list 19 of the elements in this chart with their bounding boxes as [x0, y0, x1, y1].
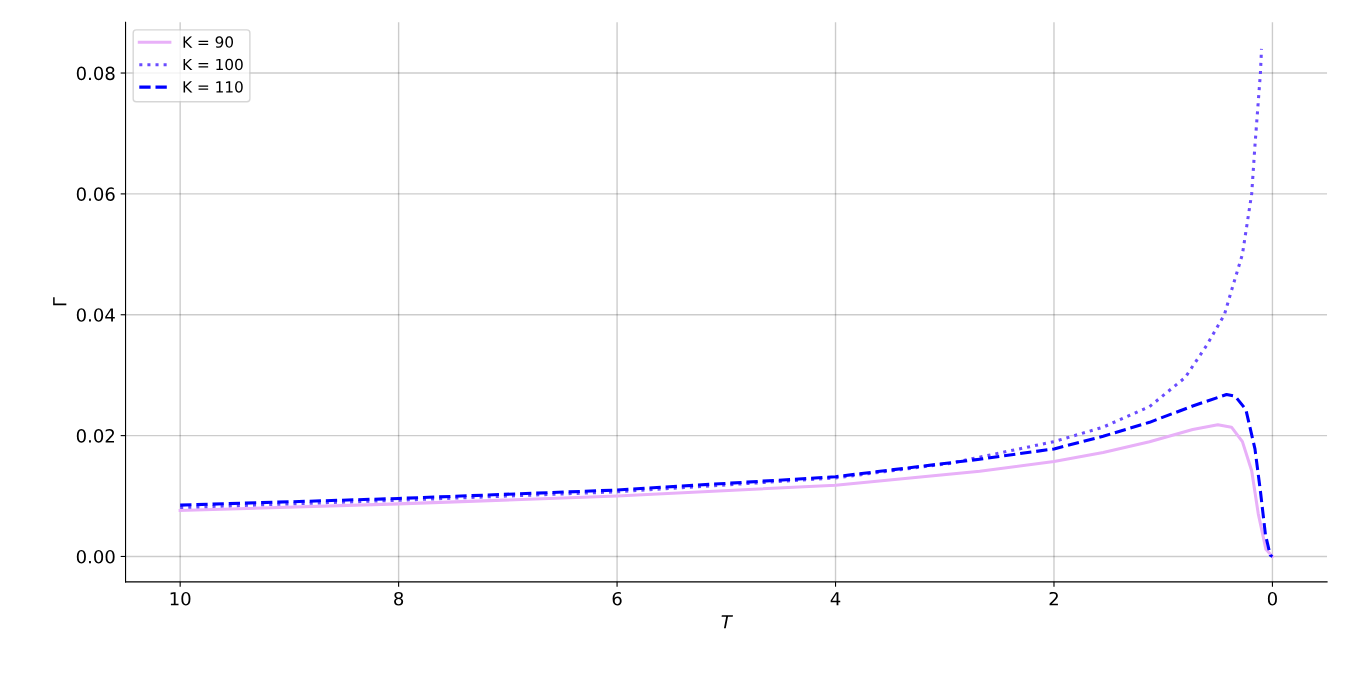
- x-tick-label: 2: [1049, 591, 1058, 606]
- y-tick-label: 0.00: [76, 549, 115, 564]
- x-tick-label: 8: [394, 591, 404, 606]
- line-series: [178, 47, 1264, 510]
- y-tick-label: 0.06: [76, 187, 115, 202]
- y-tick-label: 0.04: [76, 308, 115, 322]
- line-series: [178, 423, 1274, 558]
- line-series: [178, 392, 1274, 558]
- y-tick-label: 0.08: [76, 66, 115, 81]
- x-tick-label: 4: [830, 592, 841, 606]
- legend-label: K = 110: [183, 81, 243, 93]
- y-axis-title: Γ: [53, 297, 67, 306]
- x-tick-label: 0: [1267, 591, 1277, 606]
- y-tick-label: 0.02: [76, 429, 115, 443]
- x-axis-title: T: [721, 615, 733, 629]
- legend-label: K = 100: [183, 58, 243, 71]
- x-tick-label: 10: [170, 591, 191, 606]
- legend-label: K = 90: [183, 36, 234, 48]
- x-tick-label: 6: [612, 591, 622, 606]
